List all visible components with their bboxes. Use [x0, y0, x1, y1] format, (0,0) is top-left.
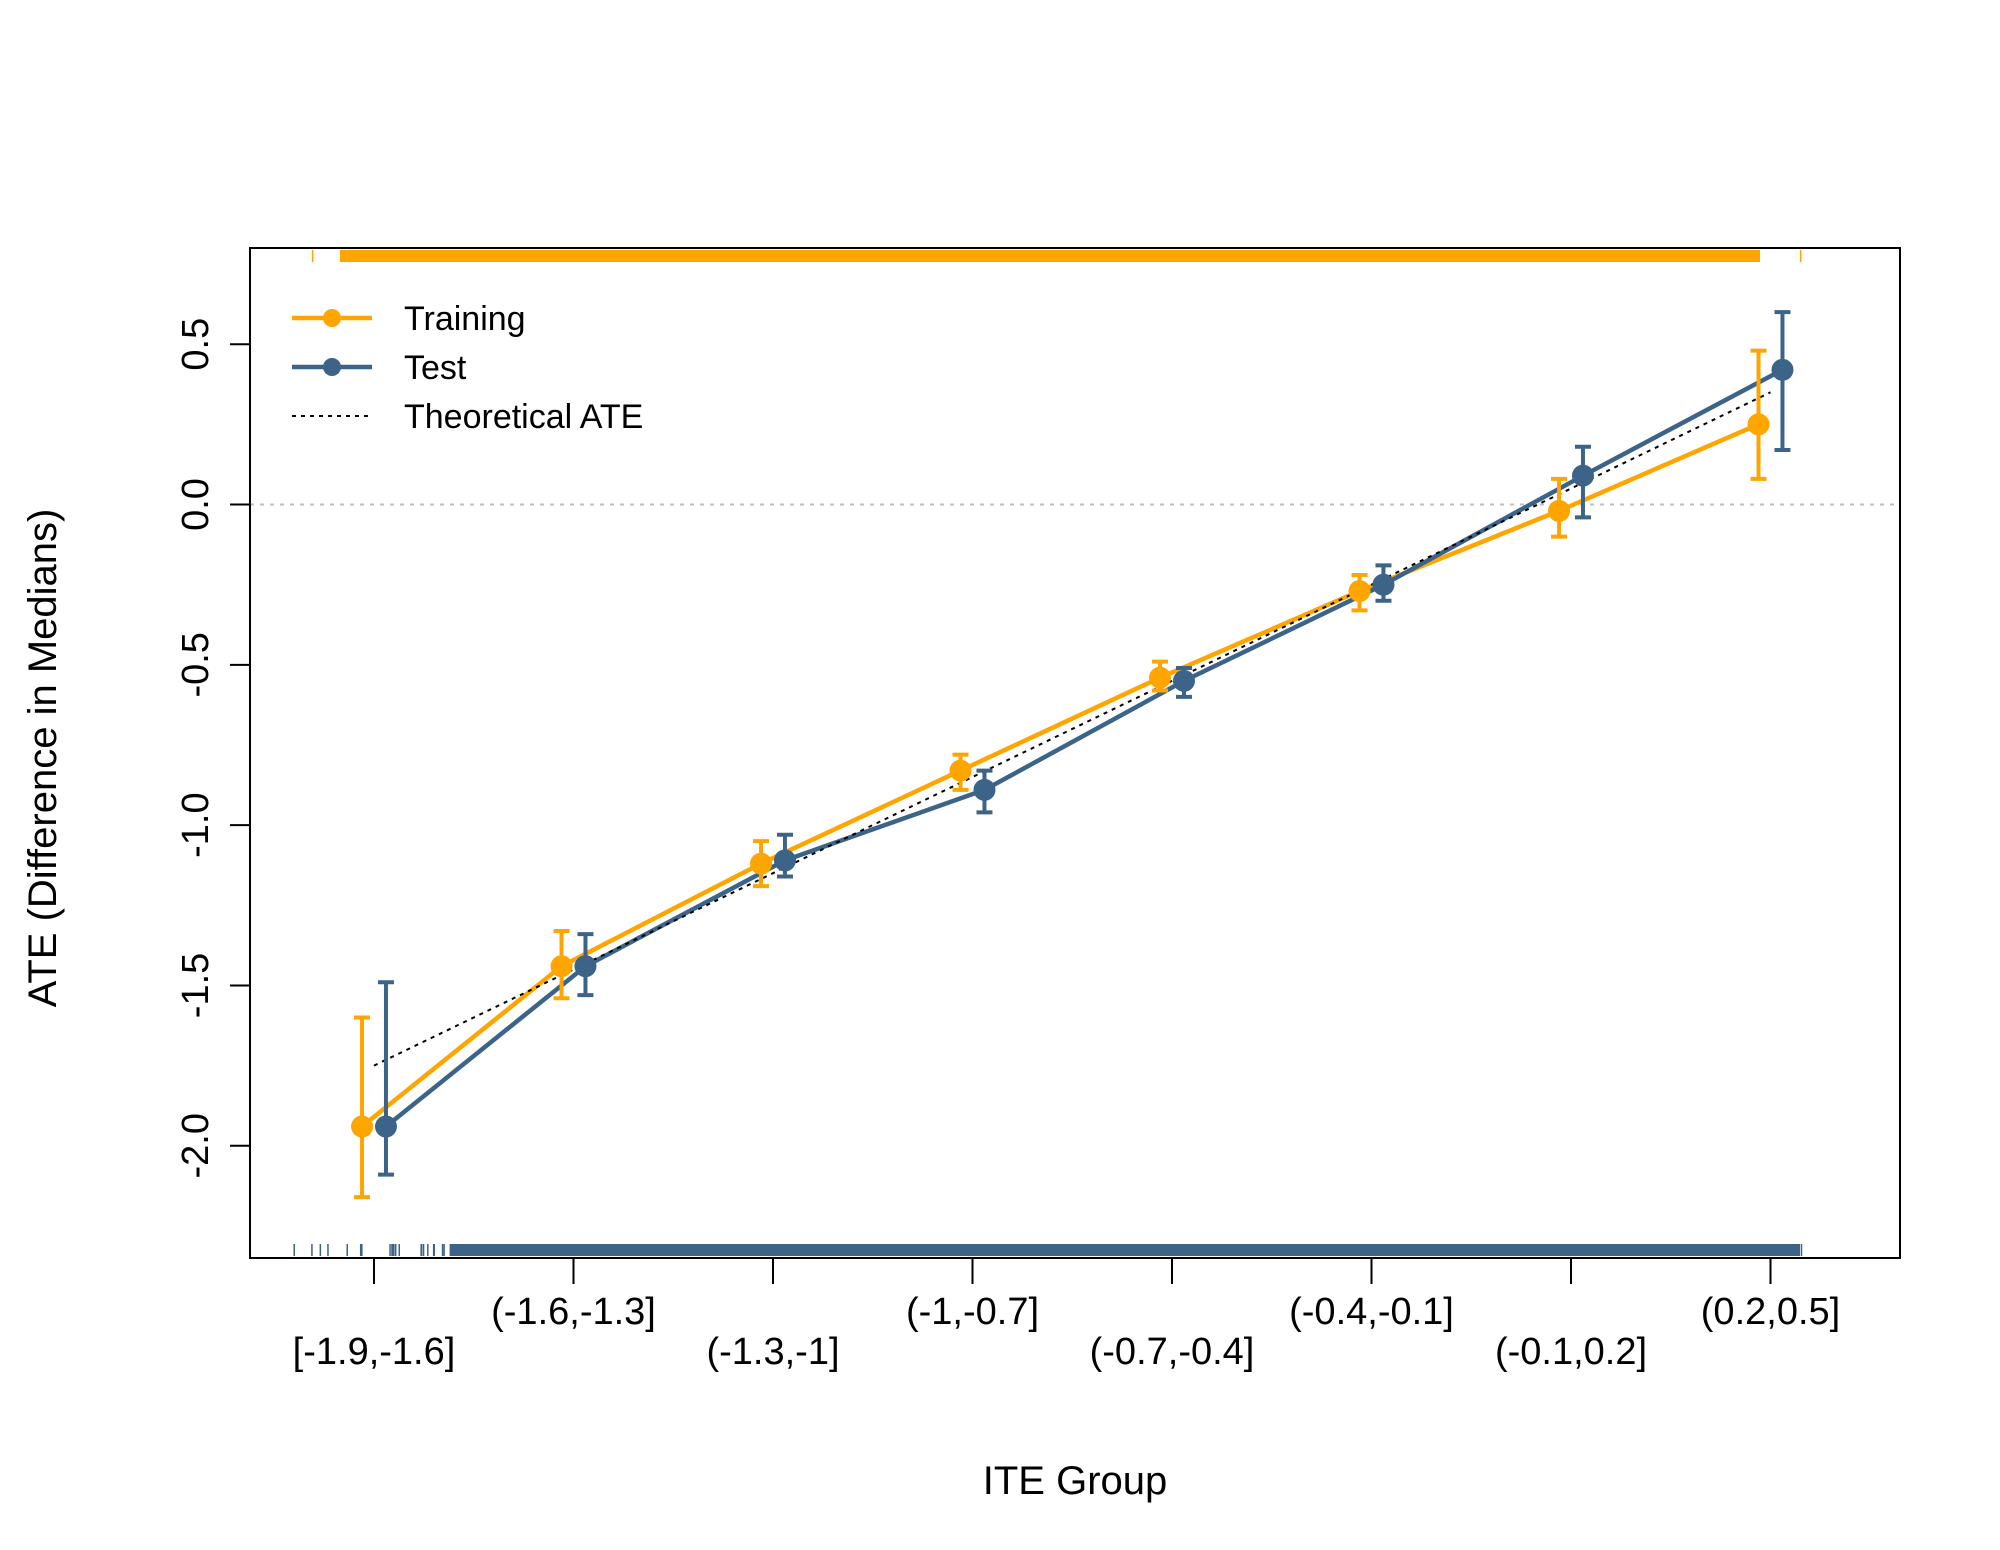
- x-axis-title: ITE Group: [983, 1459, 1168, 1503]
- data-point: [1172, 669, 1195, 692]
- test-rug: [293, 1244, 1803, 1256]
- data-point: [1348, 580, 1371, 603]
- series-line-training: [360, 422, 1760, 1129]
- legend-label: Theoretical ATE: [404, 398, 643, 436]
- y-tick-label: -2.0: [175, 1113, 217, 1178]
- y-axis: -2.0 -1.5 -1.0 -0.5 0.0 0.5: [175, 318, 251, 1179]
- series-line-test: [384, 367, 1784, 1129]
- y-tick-label: 0.5: [175, 318, 217, 371]
- data-point: [1771, 358, 1794, 381]
- y-tick-label: -0.5: [175, 632, 217, 697]
- data-point: [973, 778, 996, 801]
- legend-label: Test: [404, 349, 467, 387]
- data-point: [1548, 499, 1571, 522]
- x-tick-label: (0.2,0.5]: [1701, 1291, 1840, 1333]
- y-tick-label: -1.0: [175, 792, 217, 857]
- training-rug: [311, 250, 1802, 262]
- data-point: [1149, 666, 1172, 689]
- rug-dense-band: [340, 250, 1760, 262]
- legend-marker: [323, 358, 341, 376]
- rug-dense-band: [450, 1244, 1800, 1256]
- data-point: [949, 759, 972, 782]
- data-point: [773, 849, 796, 872]
- x-tick-label: [-1.9,-1.6]: [293, 1331, 456, 1373]
- legend: Training Test Theoretical ATE: [292, 300, 643, 436]
- legend-label: Training: [404, 300, 526, 338]
- x-tick-label: (-1.6,-1.3]: [491, 1291, 656, 1333]
- y-tick-label: -1.5: [175, 953, 217, 1018]
- data-point: [1372, 573, 1395, 596]
- x-tick-label: (-0.4,-0.1]: [1289, 1291, 1454, 1333]
- y-axis-title: ATE (Difference in Medians): [21, 509, 65, 1008]
- series-lines: [360, 367, 1784, 1129]
- x-tick-label: (-0.7,-0.4]: [1090, 1331, 1255, 1373]
- legend-marker: [323, 309, 341, 327]
- y-tick-label: 0.0: [175, 478, 217, 531]
- x-tick-label: (-1,-0.7]: [906, 1291, 1039, 1333]
- data-point: [374, 1115, 397, 1138]
- data-point: [351, 1115, 374, 1138]
- data-points: [351, 358, 1794, 1138]
- series-line-theoretical-ate: [373, 391, 1771, 1067]
- data-point: [750, 852, 773, 875]
- data-point: [574, 955, 597, 978]
- data-point: [550, 955, 573, 978]
- x-tick-label: (-0.1,0.2]: [1495, 1331, 1647, 1373]
- x-tick-label: (-1.3,-1]: [706, 1331, 839, 1373]
- data-point: [1747, 413, 1770, 436]
- error-bars: [354, 310, 1791, 1200]
- data-point: [1571, 464, 1594, 487]
- x-axis: [-1.9,-1.6] (-1.6,-1.3] (-1.3,-1] (-1,-0.7]…: [293, 1258, 1840, 1373]
